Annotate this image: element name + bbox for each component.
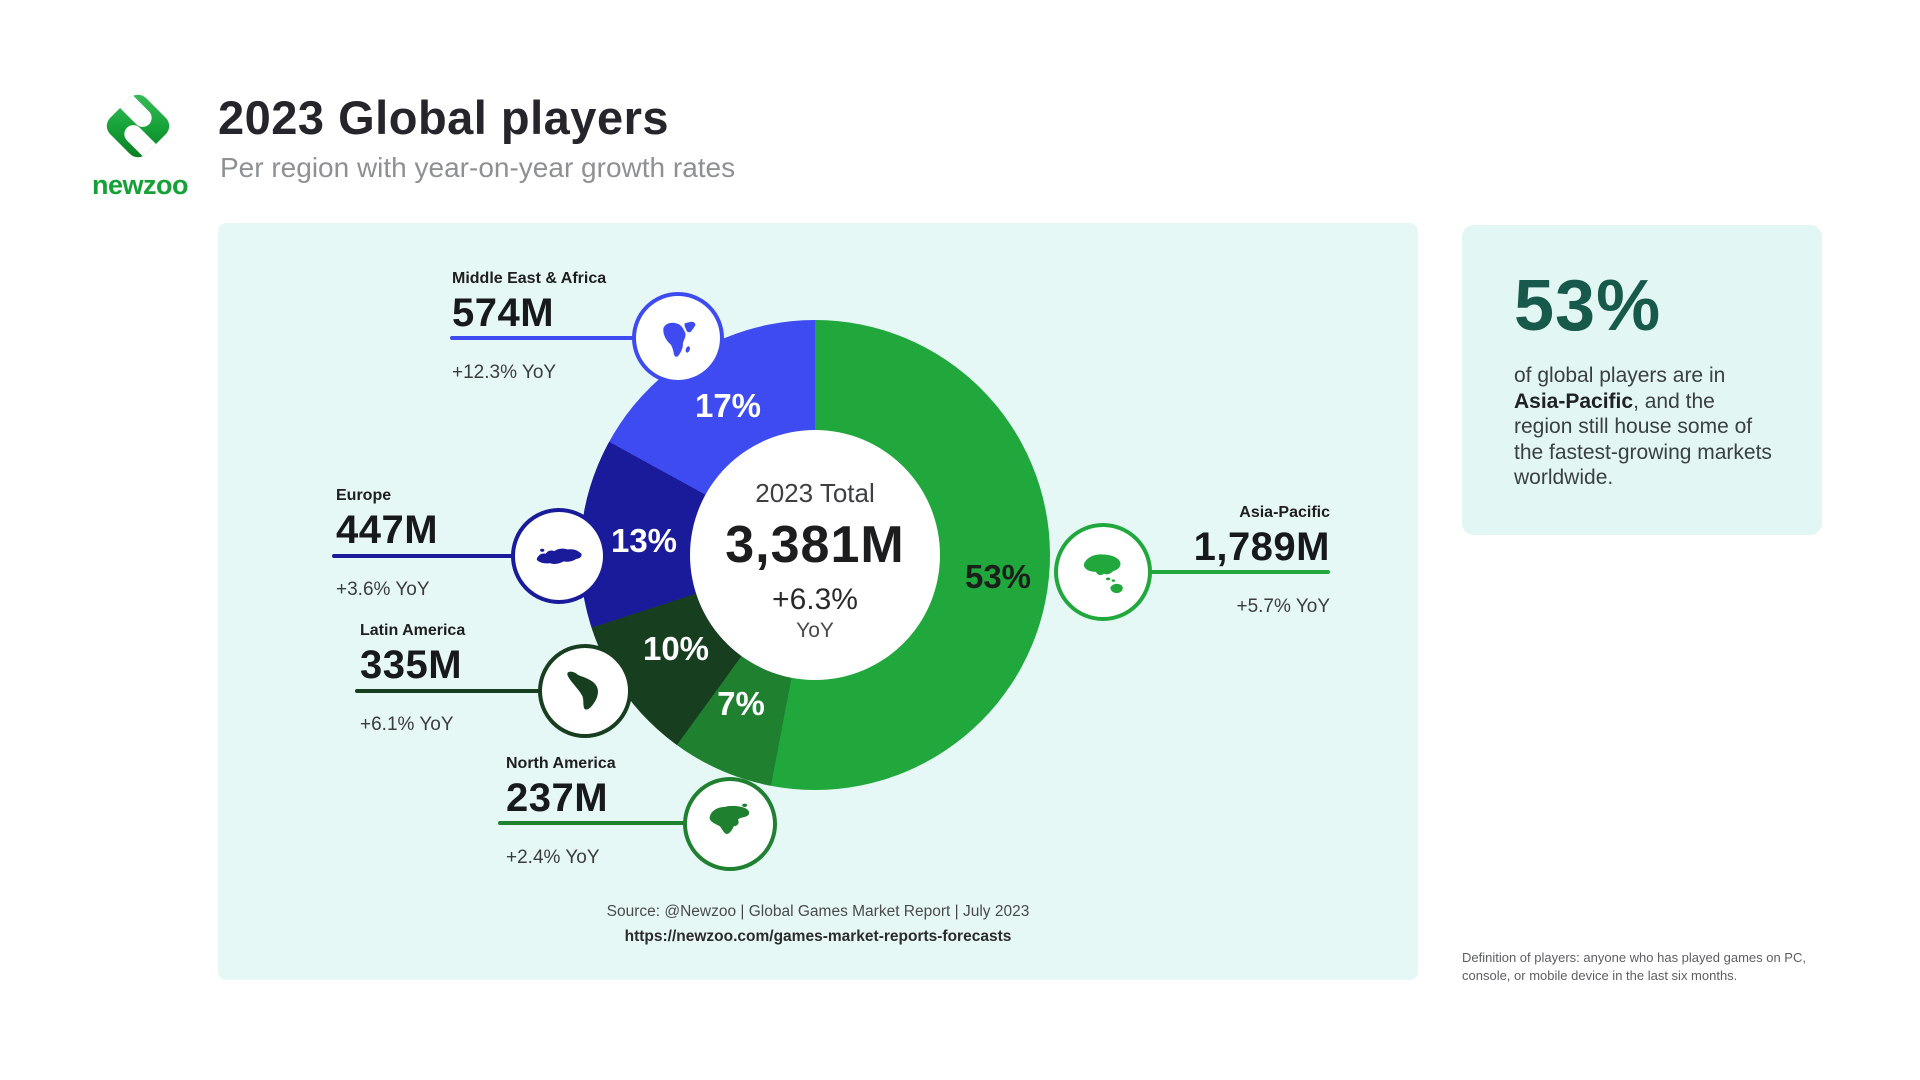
highlight-stat: 53%: [1514, 266, 1662, 346]
callout-connector: [1102, 570, 1330, 574]
region-players: 447M: [336, 508, 439, 552]
region-icon-circle: [538, 644, 632, 738]
region-name: Middle East & Africa: [452, 270, 607, 287]
total-value: 3,381M: [725, 515, 905, 574]
region-players: 237M: [506, 776, 609, 820]
page-title: 2023 Global players: [218, 91, 670, 144]
region-name: Latin America: [360, 622, 466, 639]
slice-label-europe: 13%: [610, 522, 678, 559]
highlight-text: of global players are in Asia-Pacific, a…: [1514, 363, 1776, 491]
region-yoy: +2.4% YoY: [506, 847, 600, 868]
slice-label-middle-east-africa: 17%: [694, 387, 762, 424]
region-yoy: +12.3% YoY: [452, 362, 557, 383]
highlight-box: 53% of global players are in Asia-Pacifi…: [1462, 225, 1822, 535]
callout-europe: Europe 447M +3.6% YoY: [336, 487, 438, 601]
region-name: Asia-Pacific: [1239, 504, 1330, 521]
total-growth-unit: YoY: [796, 618, 834, 642]
region-players: 574M: [452, 291, 555, 335]
slice-label-latin-america: 10%: [642, 630, 710, 667]
total-growth: +6.3%: [772, 582, 858, 616]
newzoo-logo: newzoo: [92, 84, 189, 201]
callout-connector: [355, 689, 579, 693]
asia-pacific-map-icon: [1083, 554, 1123, 594]
region-name: Europe: [336, 487, 392, 504]
region-players: 1,789M: [1193, 525, 1330, 569]
page-subtitle: Per region with year-on-year growth rate…: [220, 152, 736, 183]
callout-connector: [498, 821, 724, 825]
region-yoy: +6.1% YoY: [360, 714, 454, 735]
players-definition: Definition of players: anyone who has pl…: [1462, 950, 1806, 983]
africa-middle-east-map-icon: [663, 321, 696, 357]
total-label: 2023 Total: [755, 477, 875, 508]
region-icon-circle: [1054, 523, 1152, 621]
source-url-link[interactable]: https://newzoo.com/games-market-reports-…: [624, 928, 1012, 945]
newzoo-logo-icon: [106, 92, 170, 160]
region-icon-circle: [511, 508, 607, 604]
region-icon-circle: [632, 292, 724, 384]
region-yoy: +5.7% YoY: [1236, 596, 1330, 617]
donut-center: 2023 Total 3,381M +6.3% YoY: [690, 430, 940, 680]
callout-middle-east-africa: Middle East & Africa 574M +12.3% YoY: [452, 270, 606, 384]
region-players: 335M: [360, 643, 463, 687]
region-icon-circle: [683, 777, 777, 871]
callout-connector: [450, 336, 672, 340]
newzoo-wordmark: newzoo: [92, 170, 189, 200]
slice-label-north-america: 7%: [717, 685, 765, 722]
highlight-text-before: of global players are in: [1514, 364, 1726, 387]
highlight-text-after: , and the region still house some of the…: [1514, 389, 1772, 490]
source-text: Source: @Newzoo | Global Games Market Re…: [606, 903, 1030, 920]
region-name: North America: [506, 755, 616, 772]
callout-connector: [332, 554, 554, 558]
highlight-text-bold: Asia-Pacific: [1514, 389, 1634, 413]
callout-latin-america: Latin America 335M +6.1% YoY: [360, 622, 465, 736]
north-america-map-icon: [710, 804, 750, 835]
callout-north-america: North America 237M +2.4% YoY: [506, 755, 616, 869]
slice-label-asia-pacific: 53%: [964, 558, 1032, 595]
source-block: Source: @Newzoo | Global Games Market Re…: [218, 903, 1418, 946]
europe-map-icon: [536, 548, 582, 564]
region-yoy: +3.6% YoY: [336, 579, 430, 600]
callout-asia-pacific: Asia-Pacific 1,789M +5.7% YoY: [1194, 504, 1330, 618]
latin-america-map-icon: [567, 672, 599, 710]
